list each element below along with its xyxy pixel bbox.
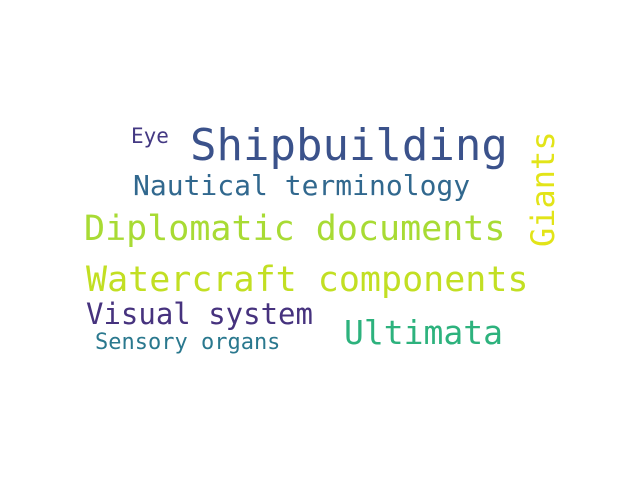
word-diplomatic-documents: Diplomatic documents <box>84 209 506 249</box>
word-watercraft-components: Watercraft components <box>86 260 529 300</box>
word-ultimata: Ultimata <box>344 313 503 352</box>
word-shipbuilding: Shipbuilding <box>190 120 508 171</box>
word-sensory-organs: Sensory organs <box>95 330 281 355</box>
word-visual-system: Visual system <box>86 297 313 331</box>
word-nautical-terminology: Nautical terminology <box>133 169 471 202</box>
word-eye: Eye <box>131 124 169 148</box>
word-giants: Giants <box>524 131 562 247</box>
